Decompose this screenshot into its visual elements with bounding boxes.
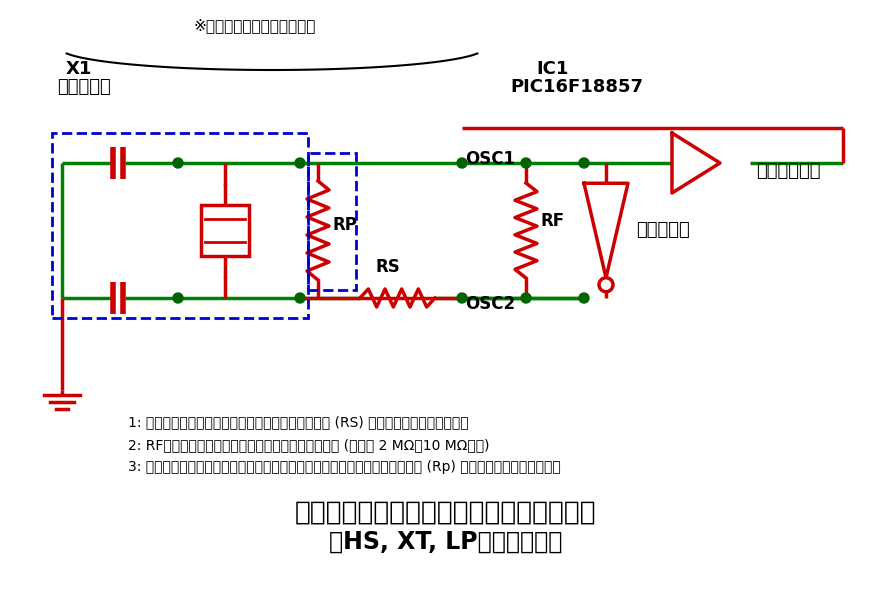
Text: 3: セラミック振動子を適切に動作させる為に追加の並列フィードバック抵抗 (Rp) が必要になる場合がある。: 3: セラミック振動子を適切に動作させる為に追加の並列フィードバック抵抗 (Rp…	[128, 460, 561, 474]
Circle shape	[599, 278, 613, 292]
Text: X1: X1	[66, 60, 92, 78]
Circle shape	[173, 293, 183, 303]
Text: PIC16F18857: PIC16F18857	[510, 78, 643, 96]
Bar	[308, 153, 356, 290]
Circle shape	[457, 158, 467, 168]
Text: セラロック: セラロック	[57, 78, 111, 96]
Text: 反転増幅器: 反転増幅器	[636, 221, 689, 240]
Circle shape	[173, 158, 183, 168]
Text: OSC2: OSC2	[465, 295, 515, 313]
Text: RP: RP	[332, 217, 357, 234]
Text: OSC1: OSC1	[465, 150, 515, 168]
Text: RS: RS	[375, 258, 400, 276]
Text: クロック信号: クロック信号	[756, 162, 821, 180]
Bar	[201, 205, 249, 256]
Circle shape	[295, 158, 305, 168]
Circle shape	[295, 293, 305, 303]
Circle shape	[521, 158, 531, 168]
Circle shape	[579, 293, 589, 303]
Circle shape	[521, 293, 531, 303]
Circle shape	[457, 293, 467, 303]
Text: RF: RF	[540, 211, 564, 230]
Text: （HS, XT, LPモード動作）: （HS, XT, LPモード動作）	[330, 530, 563, 554]
Text: IC1: IC1	[536, 60, 568, 78]
Text: 1: 駆動レベルが低いセラミック振動子には直列抵抗 (RS) が必要になる場合がある。: 1: 駆動レベルが低いセラミック振動子には直列抵抗 (RS) が必要になる場合が…	[128, 415, 469, 429]
Circle shape	[579, 158, 589, 168]
Bar	[52, 133, 308, 318]
Text: セラミック振動子を使用したクロック回路: セラミック振動子を使用したクロック回路	[296, 500, 597, 526]
Text: 2: RFの値は選択したクロックモードによって異なる (通常は 2 MΩ～10 MΩの間): 2: RFの値は選択したクロックモードによって異なる (通常は 2 MΩ～10 …	[128, 438, 489, 452]
Text: ※出来るだけ短い配線にする: ※出来るだけ短い配線にする	[194, 18, 316, 33]
